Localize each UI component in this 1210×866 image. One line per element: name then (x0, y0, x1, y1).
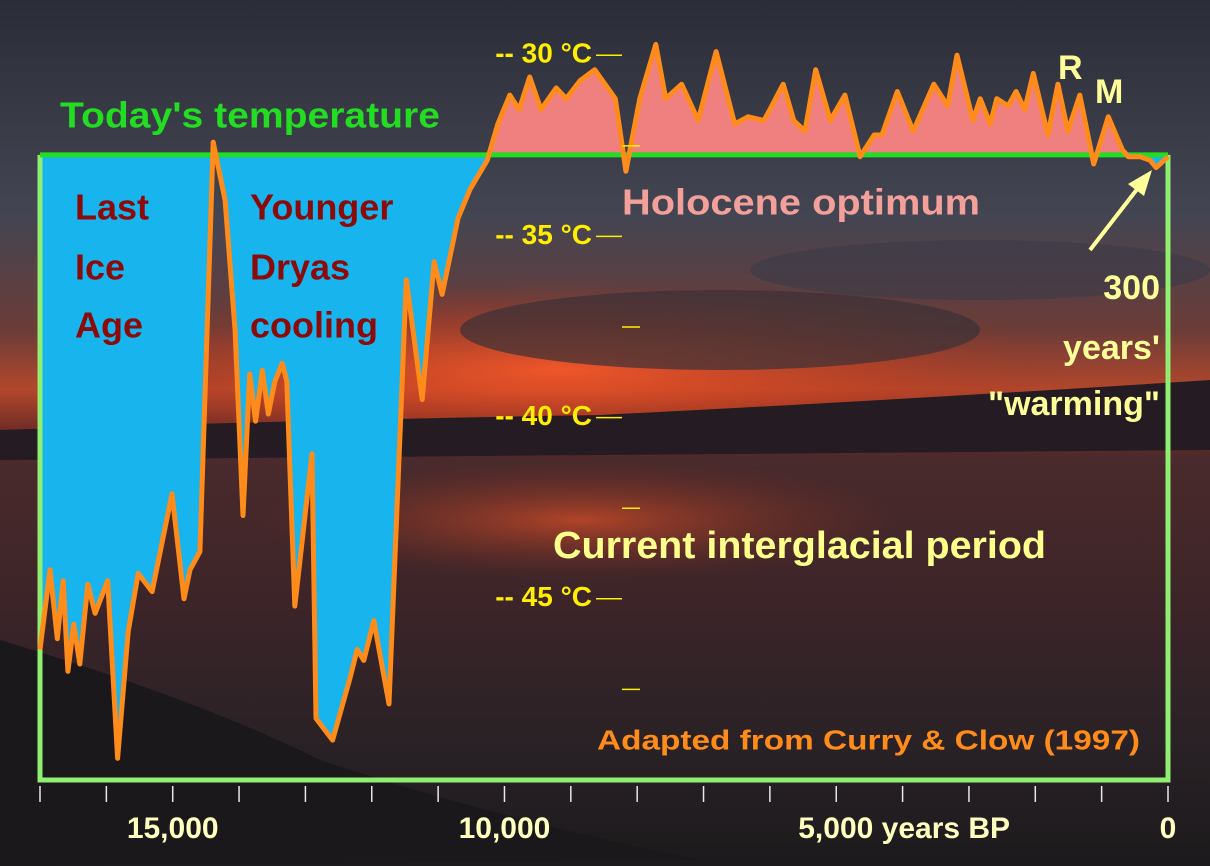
y-tick-label: -- 45 °C (495, 581, 592, 612)
labels: Today's temperature -- 30 °C -- 35 °C -- 40… (39, 38, 1177, 845)
annotation: years' (1063, 329, 1160, 367)
annotation: 300 (1103, 269, 1160, 307)
arrow-shaft (1088, 186, 1140, 252)
x-tick-label: 0 (1160, 812, 1177, 845)
frame (37, 154, 1171, 783)
annotation: Last (75, 187, 149, 228)
annotation: R (1058, 49, 1083, 87)
reference-label: Today's temperature (60, 95, 440, 136)
x-tick-label: 5,000 years BP (798, 812, 1010, 845)
annotation: Ice (75, 247, 125, 288)
annotation: Holocene optimum (622, 182, 980, 223)
annotation: Dryas (250, 247, 350, 288)
annotation: Younger (250, 187, 393, 228)
x-tick-label: 10,000 (459, 812, 551, 845)
area-above (212, 44, 1127, 155)
x-tick-label: 15,000 (127, 812, 219, 845)
annotation: Adapted from Curry & Clow (1997) (597, 724, 1140, 755)
annotation: cooling (250, 305, 378, 346)
temperature-line (37, 41, 1170, 761)
y-tick-label: -- 35 °C (495, 219, 592, 250)
annotation: M (1095, 73, 1123, 111)
arrow-head (1128, 170, 1152, 196)
area-below (40, 154, 1168, 759)
annotation: Current interglacial period (553, 525, 1046, 567)
annotation: Age (75, 305, 143, 346)
y-tick-label: -- 40 °C (495, 400, 592, 431)
annotation: "warming" (988, 385, 1160, 423)
y-tick-label: -- 30 °C (495, 38, 592, 69)
plot-area (37, 41, 1171, 783)
